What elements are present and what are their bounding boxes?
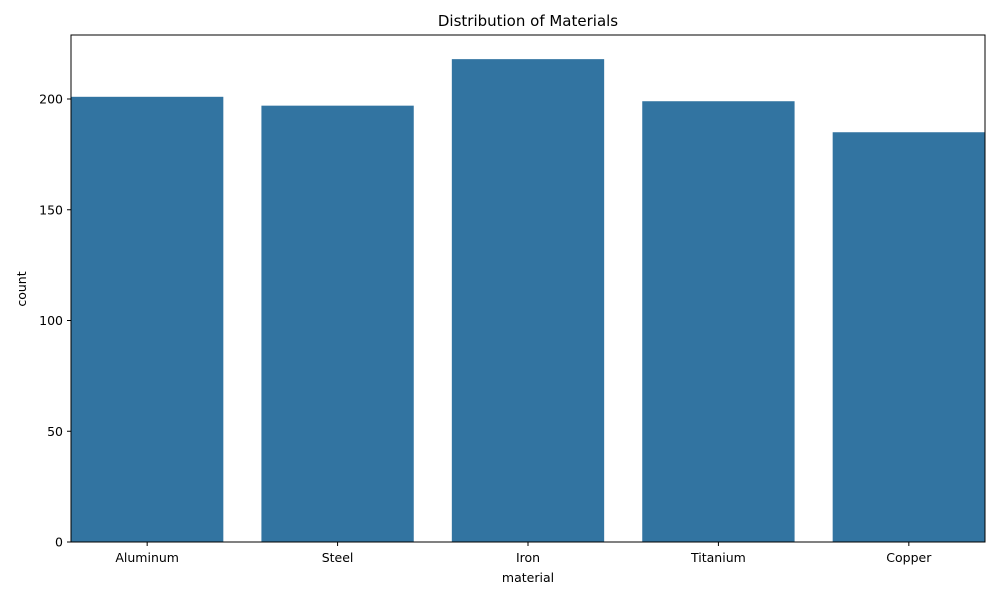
bar-titanium xyxy=(642,101,795,542)
bar-iron xyxy=(451,59,605,542)
y-tick-label: 150 xyxy=(39,202,63,217)
bar-copper xyxy=(832,132,985,543)
y-tick-label: 0 xyxy=(55,535,63,550)
x-tick-label: Copper xyxy=(886,550,932,565)
x-tick-label: Titanium xyxy=(690,550,746,565)
y-axis-label: count xyxy=(14,271,29,306)
x-axis-label: material xyxy=(502,570,554,585)
chart-title: Distribution of Materials xyxy=(438,12,618,30)
bar-aluminum xyxy=(71,96,224,543)
y-tick-label: 200 xyxy=(39,92,63,107)
x-tick-label: Iron xyxy=(516,550,540,565)
x-tick-label: Steel xyxy=(322,550,354,565)
bar-steel xyxy=(261,105,414,542)
bars-layer xyxy=(71,59,985,543)
x-tick-label: Aluminum xyxy=(115,550,179,565)
y-tick-label: 50 xyxy=(47,424,63,439)
axes-layer: Aluminum Steel Iron Titanium Copper 0 50 100 150… xyxy=(39,34,986,565)
y-tick-label: 100 xyxy=(39,313,63,328)
